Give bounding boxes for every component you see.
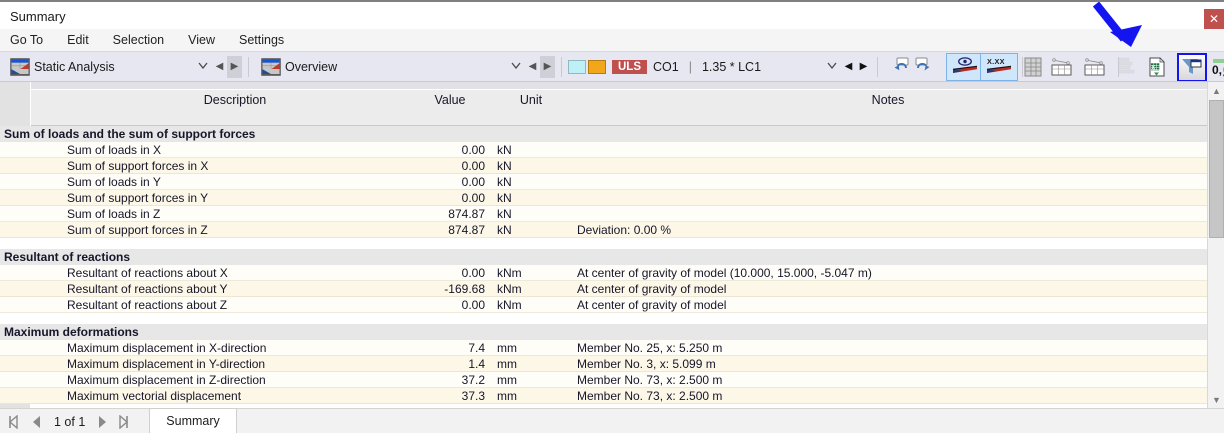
svg-text:0,: 0,	[1212, 63, 1222, 77]
svg-text:X: X	[1151, 65, 1155, 71]
svg-text:X.XX: X.XX	[987, 57, 1005, 66]
